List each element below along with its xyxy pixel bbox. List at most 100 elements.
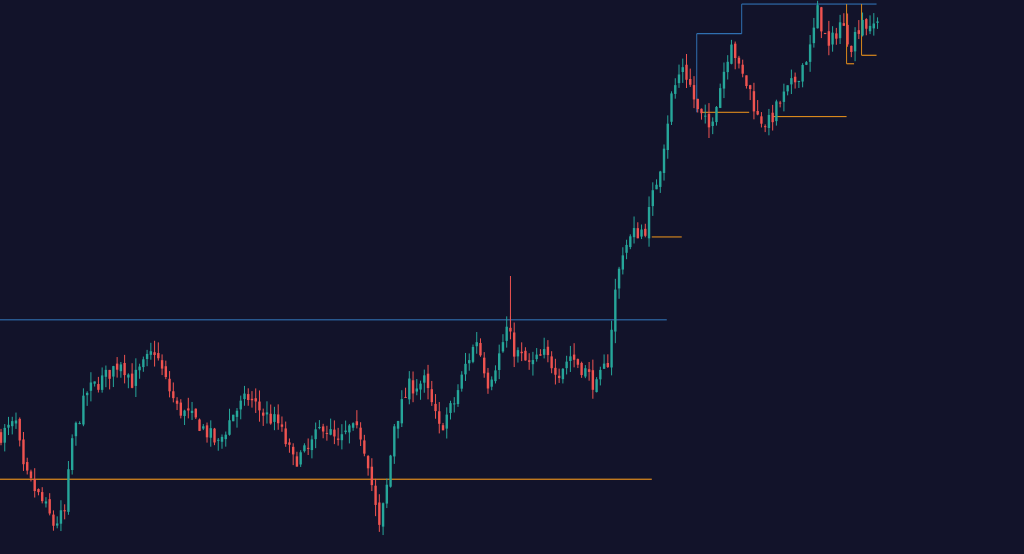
candle-body xyxy=(235,410,239,417)
candle xyxy=(722,62,726,99)
candle-body xyxy=(471,346,475,362)
candle-body xyxy=(632,228,636,238)
candle xyxy=(265,401,269,424)
candle-body xyxy=(363,440,366,454)
candle-body xyxy=(217,439,220,441)
candle-body xyxy=(767,114,771,128)
candle-body xyxy=(123,363,126,376)
candle xyxy=(842,13,846,26)
candle-body xyxy=(164,366,168,378)
candle xyxy=(100,367,104,393)
candle xyxy=(220,434,224,449)
candle xyxy=(228,408,231,436)
candle-body xyxy=(569,356,572,361)
candle xyxy=(164,360,168,380)
candle-body xyxy=(535,354,538,360)
candle xyxy=(213,427,216,446)
candle-body xyxy=(456,390,460,405)
candle-body xyxy=(59,510,63,524)
candle xyxy=(366,454,370,476)
candle-body xyxy=(265,412,269,415)
candle-body xyxy=(584,368,587,377)
candle-body xyxy=(325,432,329,434)
candle-body xyxy=(404,396,407,398)
candle xyxy=(258,390,261,422)
candle xyxy=(11,416,14,435)
candle-body xyxy=(393,426,396,457)
candle-body xyxy=(685,64,688,80)
candle xyxy=(546,340,550,363)
candle-body xyxy=(527,360,531,362)
candle-body xyxy=(400,399,404,424)
candle-body xyxy=(812,27,816,44)
candle-body xyxy=(26,462,29,471)
candle-body xyxy=(483,357,486,374)
candle xyxy=(621,247,625,275)
candle xyxy=(115,357,119,378)
candle xyxy=(0,428,3,446)
candle-body xyxy=(715,106,718,123)
candle-body xyxy=(63,510,66,512)
candle-body xyxy=(629,236,632,248)
candle xyxy=(235,408,239,428)
candle xyxy=(26,457,29,475)
candle xyxy=(726,55,729,80)
candle-body xyxy=(112,366,115,377)
candle xyxy=(325,425,329,441)
candle xyxy=(460,371,463,392)
candle xyxy=(651,182,654,216)
candle-body xyxy=(741,64,744,74)
candle-body xyxy=(336,438,340,440)
candle-body xyxy=(610,329,613,368)
candle-body xyxy=(644,228,647,236)
candle xyxy=(490,376,493,391)
candle-body xyxy=(805,62,808,65)
candle-body xyxy=(872,23,875,29)
candle xyxy=(850,45,853,58)
candle xyxy=(711,117,714,135)
candle xyxy=(303,443,306,453)
candle xyxy=(576,358,580,369)
candle xyxy=(486,367,490,394)
candle-body xyxy=(606,362,610,367)
candle-body xyxy=(426,373,430,389)
candle xyxy=(876,17,879,29)
candle-body xyxy=(411,380,415,394)
candles xyxy=(0,0,879,536)
candle xyxy=(846,13,849,47)
candle xyxy=(438,402,441,434)
candle-body xyxy=(670,93,673,122)
candle xyxy=(666,115,669,159)
candle xyxy=(756,100,759,116)
candle-body xyxy=(423,375,426,383)
candle-body xyxy=(108,369,111,379)
candle xyxy=(662,144,666,181)
candle-body xyxy=(299,452,302,465)
candle xyxy=(209,420,212,447)
candle xyxy=(318,420,321,430)
candle xyxy=(321,423,325,439)
candle-body xyxy=(33,479,36,492)
candle xyxy=(179,399,183,419)
candle-body xyxy=(340,434,344,441)
candle xyxy=(423,369,426,393)
candle-body xyxy=(389,455,392,487)
candle-body xyxy=(359,427,362,440)
candle-body xyxy=(704,115,707,117)
candle-body xyxy=(572,354,576,360)
candle-body xyxy=(220,436,224,442)
candle-body xyxy=(7,424,10,428)
candle-body xyxy=(269,413,272,424)
candle-body xyxy=(763,126,767,128)
candle xyxy=(37,488,40,496)
candle xyxy=(336,427,340,446)
candle-body xyxy=(827,31,831,46)
candle xyxy=(741,59,744,78)
candle-body xyxy=(430,389,433,403)
candle-body xyxy=(321,426,325,432)
candle-body xyxy=(179,402,183,416)
candle-body xyxy=(415,388,418,392)
candle xyxy=(291,443,295,466)
candle xyxy=(456,384,460,407)
candle-body xyxy=(786,85,789,92)
